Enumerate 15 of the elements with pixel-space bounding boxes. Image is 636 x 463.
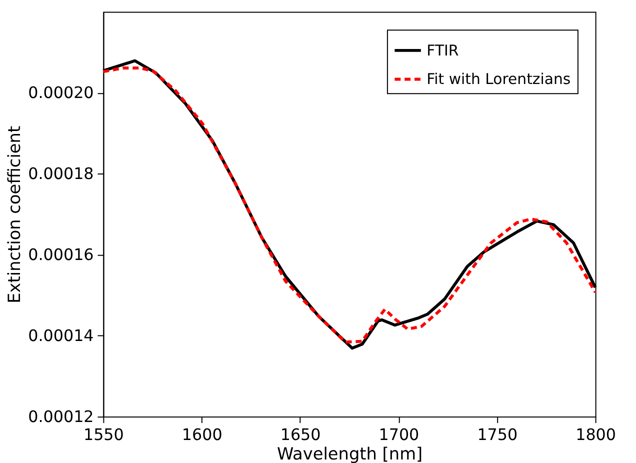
x-tick-label: 1750: [477, 424, 518, 444]
y-tick-label: 0.00016: [28, 245, 94, 264]
x-tick-label: 1650: [280, 424, 321, 444]
x-tick-label: 1550: [83, 424, 124, 444]
y-tick-label: 0.00012: [28, 407, 94, 426]
legend-label: Fit with Lorentzians: [426, 70, 571, 88]
y-tick-label: 0.00018: [28, 164, 94, 184]
legend-label: FTIR: [426, 41, 459, 60]
x-tick-label: 1700: [378, 424, 420, 444]
x-tick-label: 1600: [182, 424, 222, 444]
y-axis-title: Extinction coefficient: [4, 126, 24, 304]
x-axis-title: Wavelength [nm]: [276, 444, 423, 463]
x-tick-label: 1800: [576, 424, 616, 444]
y-tick-label: 0.00020: [28, 83, 94, 102]
y-tick-label: 0.00014: [28, 326, 94, 346]
